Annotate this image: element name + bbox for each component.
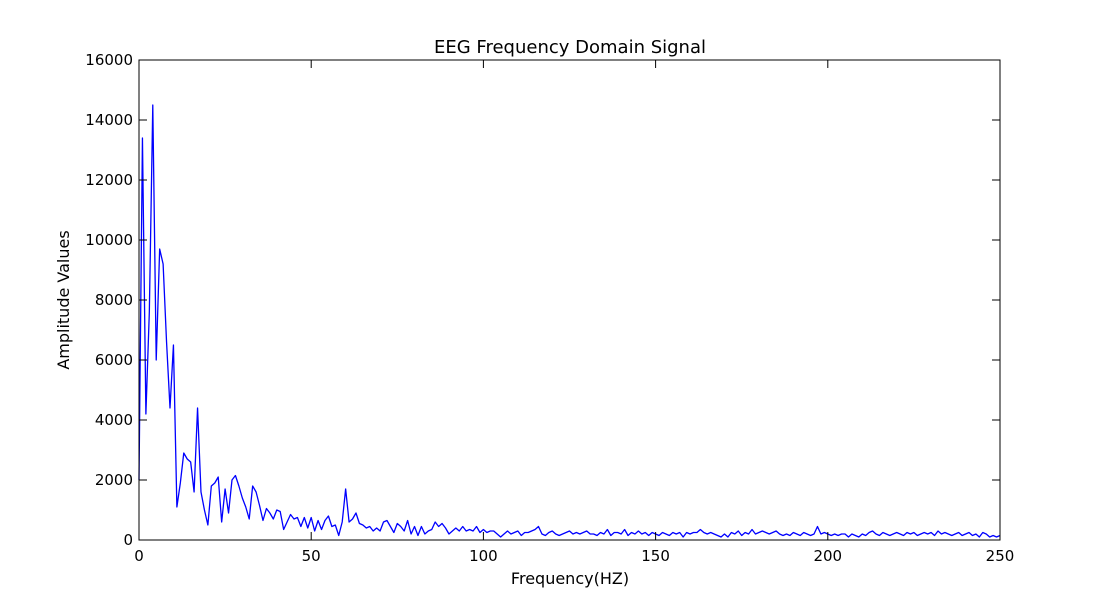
y-tick-label: 12000 (85, 171, 133, 189)
y-tick-label: 16000 (85, 51, 133, 69)
x-tick-label: 50 (302, 547, 321, 565)
y-tick-label: 8000 (95, 291, 133, 309)
y-tick-label: 4000 (95, 411, 133, 429)
x-tick-label: 100 (469, 547, 498, 565)
x-axis-ticks: 0 50 100 150 200 250 (134, 60, 1014, 565)
y-axis-label: Amplitude Values (54, 230, 73, 369)
y-tick-label: 2000 (95, 471, 133, 489)
y-tick-label: 6000 (95, 351, 133, 369)
x-tick-label: 250 (986, 547, 1015, 565)
series-line-0 (138, 104, 1001, 538)
y-axis-ticks: 0 2000 4000 6000 8000 10000 12000 14000 16000 (85, 51, 1000, 549)
y-tick-label: 14000 (85, 111, 133, 129)
x-tick-label: 200 (813, 547, 842, 565)
chart-title: EEG Frequency Domain Signal (434, 37, 706, 58)
plot-frame (138, 59, 1001, 541)
x-axis-label: Frequency(HZ) (511, 569, 629, 588)
x-tick-label: 0 (134, 547, 144, 565)
series-line-group (138, 104, 1001, 538)
x-tick-label: 150 (641, 547, 670, 565)
y-tick-label: 0 (123, 531, 133, 549)
y-tick-label: 10000 (85, 231, 133, 249)
